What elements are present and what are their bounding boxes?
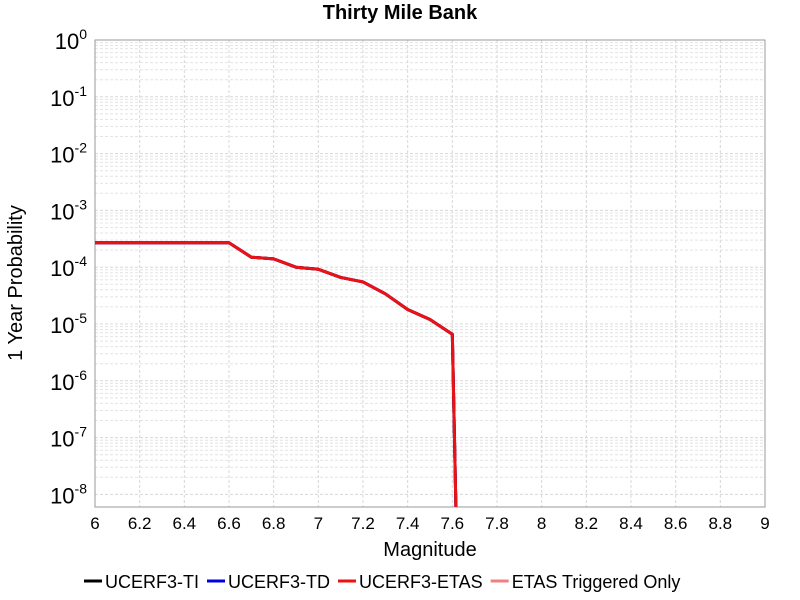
legend-label: UCERF3-TI bbox=[105, 572, 199, 592]
y-tick-base: 10 bbox=[50, 427, 74, 452]
y-tick-base: 10 bbox=[50, 143, 74, 168]
series-line bbox=[95, 241, 458, 507]
y-tick-label: 10-6 bbox=[50, 367, 87, 395]
x-tick-label: 7.6 bbox=[441, 514, 465, 533]
x-tick-label: 8 bbox=[537, 514, 546, 533]
y-tick-base: 10 bbox=[50, 199, 74, 224]
y-tick-exponent: -8 bbox=[75, 480, 88, 496]
x-tick-label: 7.2 bbox=[351, 514, 375, 533]
y-tick-base: 10 bbox=[50, 370, 74, 395]
x-tick-label: 9 bbox=[760, 514, 769, 533]
x-tick-label: 6.2 bbox=[128, 514, 152, 533]
legend-label: UCERF3-ETAS bbox=[359, 572, 483, 592]
y-tick-label: 10-3 bbox=[50, 196, 87, 224]
x-tick-label: 6.4 bbox=[173, 514, 197, 533]
x-tick-label: 7.4 bbox=[396, 514, 420, 533]
x-tick-label: 8.6 bbox=[664, 514, 688, 533]
y-tick-base: 10 bbox=[50, 483, 74, 508]
x-tick-label: 7.8 bbox=[485, 514, 509, 533]
y-tick-exponent: -1 bbox=[75, 83, 88, 99]
y-tick-exponent: 0 bbox=[79, 26, 87, 42]
x-tick-label: 8.4 bbox=[619, 514, 643, 533]
y-tick-exponent: -3 bbox=[75, 196, 88, 212]
y-tick-label: 10-8 bbox=[50, 480, 87, 508]
y-tick-exponent: -4 bbox=[75, 253, 88, 269]
y-tick-label: 10-4 bbox=[50, 253, 87, 281]
y-tick-exponent: -2 bbox=[75, 140, 88, 156]
y-tick-label: 10-2 bbox=[50, 140, 87, 168]
series-line bbox=[95, 241, 458, 507]
y-tick-exponent: -7 bbox=[75, 424, 88, 440]
y-tick-label: 10-1 bbox=[50, 83, 87, 111]
y-tick-exponent: -6 bbox=[75, 367, 88, 383]
y-tick-label: 100 bbox=[55, 26, 87, 54]
y-tick-base: 10 bbox=[50, 256, 74, 281]
plot-frame bbox=[94, 39, 766, 508]
x-tick-label: 6.6 bbox=[217, 514, 241, 533]
legend-label: UCERF3-TD bbox=[228, 572, 330, 592]
y-tick-base: 10 bbox=[50, 86, 74, 111]
y-tick-label: 10-5 bbox=[50, 310, 87, 338]
y-tick-label: 10-7 bbox=[50, 424, 87, 452]
chart-title: Thirty Mile Bank bbox=[323, 2, 478, 24]
legend-label: ETAS Triggered Only bbox=[512, 572, 681, 592]
legend: UCERF3-TI UCERF3-TD UCERF3-ETAS ETAS Trigge… bbox=[84, 572, 680, 592]
y-tick-base: 10 bbox=[55, 29, 79, 54]
x-tick-label: 6 bbox=[90, 514, 99, 533]
x-axis-label: Magnitude bbox=[383, 539, 476, 561]
x-tick-label: 8.8 bbox=[709, 514, 733, 533]
y-tick-exponent: -5 bbox=[75, 310, 88, 326]
x-tick-label: 7 bbox=[314, 514, 323, 533]
y-tick-base: 10 bbox=[50, 313, 74, 338]
x-tick-label: 8.2 bbox=[575, 514, 599, 533]
y-axis-label: 1 Year Probability bbox=[5, 205, 27, 361]
series-line bbox=[95, 241, 458, 507]
x-tick-label: 6.8 bbox=[262, 514, 286, 533]
